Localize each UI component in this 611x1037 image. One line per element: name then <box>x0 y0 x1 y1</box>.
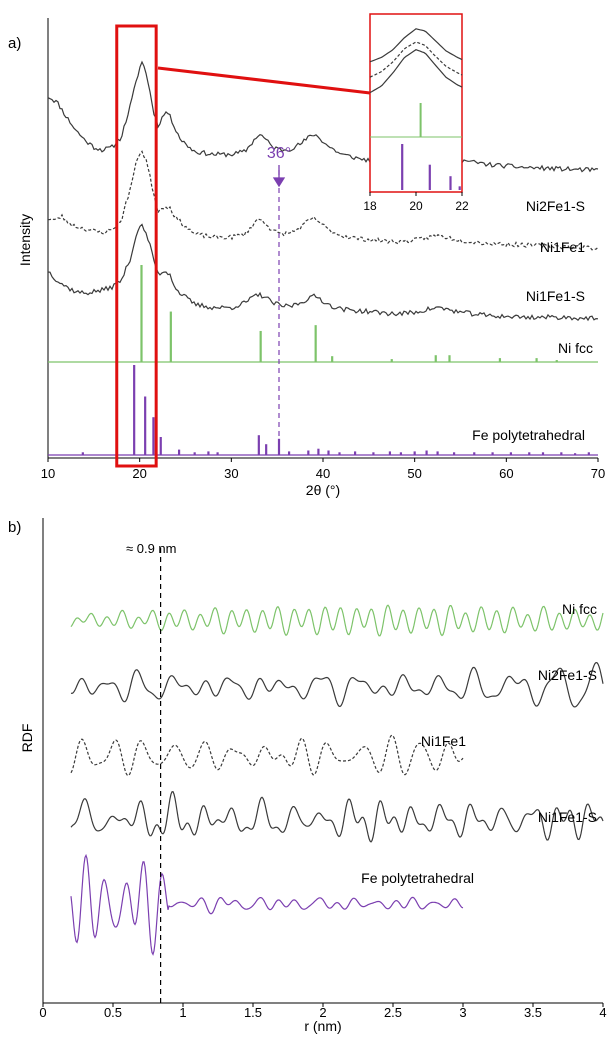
arrow-down-icon <box>272 165 286 188</box>
rdf-panel: b) RDF 0 0.5 1 1.5 2 2.5 3 3.5 4 r (nm) ≈ 0.9 nm… <box>8 518 607 1034</box>
rdf-x-tick-label: 4 <box>599 1005 606 1020</box>
rdf-x-tick-label: 0 <box>39 1005 46 1020</box>
rdf-series-ni1fe1-s <box>70 791 604 843</box>
highlight-box <box>115 24 158 468</box>
zoom-connector-line <box>157 66 371 95</box>
xrd-x-tick-label: 10 <box>41 466 55 481</box>
rdf-x-tick-label: 3.5 <box>524 1005 542 1020</box>
xrd-x-tick-label: 40 <box>316 466 330 481</box>
inset-x-tick-label: 20 <box>409 199 423 213</box>
rdf-series-ni2fe1-s <box>70 661 604 708</box>
rdf-label-ni1fe1-s: Ni1Fe1-S <box>538 809 597 825</box>
inset-trace <box>369 28 463 63</box>
rdf-x-tick-label: 1 <box>179 1005 186 1020</box>
rdf-series-ni1fe1 <box>70 734 464 777</box>
marker-36-label: 36° <box>267 145 291 162</box>
inset-trace <box>369 41 463 78</box>
xrd-series-group <box>47 60 599 322</box>
rdf-x-axis-label: r (nm) <box>304 1018 341 1034</box>
xrd-x-tick-label: 50 <box>407 466 421 481</box>
rdf-x-tick-label: 3 <box>459 1005 466 1020</box>
xrd-series-ni1fe1 <box>47 150 599 251</box>
rdf-label-fe-polytetrahedral: Fe polytetrahedral <box>361 870 474 886</box>
rdf-x-tick-label: 2 <box>319 1005 326 1020</box>
xrd-ticks: 10 20 30 40 50 60 70 <box>41 458 605 481</box>
inset-frame <box>369 13 463 193</box>
label-fe-polytetrahedral: Fe polytetrahedral <box>472 427 585 443</box>
rdf-series-ni-fcc <box>70 604 604 637</box>
marker-0-9nm-label: ≈ 0.9 nm <box>126 541 177 556</box>
label-ni1fe1: Ni1Fe1 <box>540 239 585 255</box>
rdf-x-tick-label: 2.5 <box>384 1005 402 1020</box>
rdf-x-tick-label: 0.5 <box>104 1005 122 1020</box>
xrd-series-ni1fe1-s <box>47 223 599 322</box>
inset-trace <box>369 49 463 94</box>
xrd-x-tick-label: 30 <box>224 466 238 481</box>
rdf-y-axis-label: RDF <box>19 724 35 753</box>
rdf-x-tick-label: 1.5 <box>244 1005 262 1020</box>
label-ni-fcc: Ni fcc <box>558 340 593 356</box>
label-ni1fe1-s: Ni1Fe1-S <box>526 288 585 304</box>
label-ni2fe1-s: Ni2Fe1-S <box>526 198 585 214</box>
rdf-ticks: 0 0.5 1 1.5 2 2.5 3 3.5 4 <box>39 1003 607 1020</box>
xrd-series-ni2fe1-s <box>47 60 599 173</box>
inset-ticks: 18 20 22 <box>363 192 469 213</box>
rdf-label-ni1fe1: Ni1Fe1 <box>421 733 466 749</box>
xrd-x-tick-label: 70 <box>591 466 605 481</box>
xrd-x-tick-label: 20 <box>132 466 146 481</box>
inset-x-tick-label: 18 <box>363 199 377 213</box>
xrd-x-tick-label: 60 <box>499 466 513 481</box>
rdf-series-group <box>70 604 604 956</box>
xrd-reference-group <box>48 265 598 456</box>
xrd-inset: 18 20 22 <box>363 13 469 213</box>
xrd-panel: a) Intensity 10 20 30 40 50 60 70 2θ (°) 36° N… <box>8 13 605 498</box>
inset-x-tick-label: 22 <box>455 199 469 213</box>
inset-traces <box>369 28 463 190</box>
panel-a-label: a) <box>8 35 21 52</box>
rdf-label-ni2fe1-s: Ni2Fe1-S <box>538 667 597 683</box>
rdf-series-fe-polytetrahedral <box>70 853 464 956</box>
panel-b-label: b) <box>8 519 21 536</box>
xrd-x-axis-label: 2θ (°) <box>306 482 340 498</box>
rdf-label-ni-fcc: Ni fcc <box>562 601 597 617</box>
xrd-y-axis-label: Intensity <box>17 214 33 266</box>
